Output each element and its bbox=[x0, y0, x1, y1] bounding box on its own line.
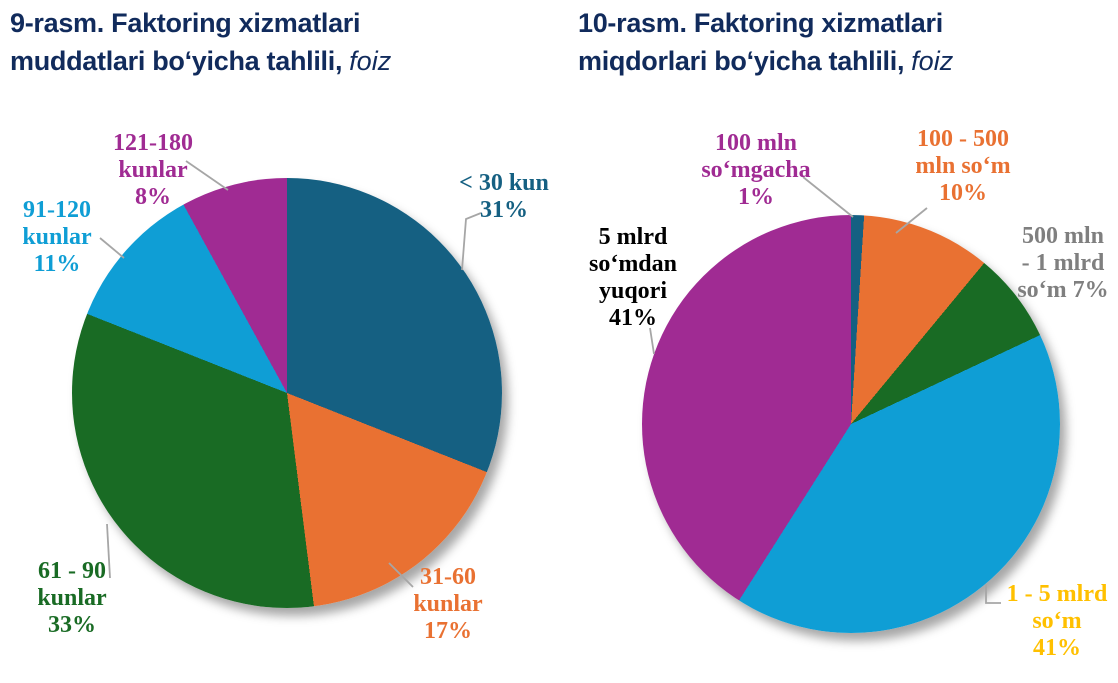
figure-10: 10-rasm. Faktoring xizmatlari miqdorlari… bbox=[560, 0, 1118, 683]
figure-10-title-line1: 10-rasm. Faktoring xizmatlari bbox=[578, 8, 943, 38]
slice-label-500-mln-1-mlrd-som: 500 mln - 1 mlrd soʻm 7% bbox=[1017, 223, 1109, 303]
slice-label-5-mlrd-somdan-yuqori: 5 mlrd soʻmdan yuqori 41% bbox=[588, 224, 678, 331]
figure-10-title: 10-rasm. Faktoring xizmatlari miqdorlari… bbox=[578, 4, 953, 80]
slice-label-1-5-mlrd-som: 1 - 5 mlrd soʻm 41% bbox=[1006, 581, 1108, 661]
figure-10-title-line2: miqdorlari boʻyicha tahlili, foiz bbox=[578, 46, 954, 76]
slice-label-100-500-mln-som: 100 - 500 mln soʻm 10% bbox=[915, 126, 1011, 206]
slice-label-121-180-kunlar: 121-180 kunlar 8% bbox=[113, 130, 193, 210]
figure-9: 9-rasm. Faktoring xizmatlari muddatlari … bbox=[10, 4, 549, 644]
pie-chart-amounts bbox=[642, 215, 1060, 633]
figure-9-title-line2: muddatlari boʻyicha tahlili, foiz bbox=[10, 46, 392, 76]
slice-label-lt-30-kun: < 30 kun 31% bbox=[459, 170, 549, 223]
slice-label-100-mln-somgacha: 100 mln soʻmgacha 1% bbox=[701, 130, 811, 210]
figure-10-title-unit: foiz bbox=[911, 46, 954, 76]
figure-9-title: 9-rasm. Faktoring xizmatlari muddatlari … bbox=[10, 4, 391, 80]
figure-9-title-unit: foiz bbox=[349, 46, 392, 76]
slice-label-91-120-kunlar: 91-120 kunlar 11% bbox=[22, 197, 92, 277]
pie-chart-terms bbox=[72, 178, 502, 608]
slice-label-31-60-kunlar: 31-60 kunlar 17% bbox=[413, 564, 483, 644]
slice-label-61-90-kunlar: 61 - 90 kunlar 33% bbox=[37, 558, 107, 638]
figure-9-title-line1: 9-rasm. Faktoring xizmatlari bbox=[10, 8, 361, 38]
